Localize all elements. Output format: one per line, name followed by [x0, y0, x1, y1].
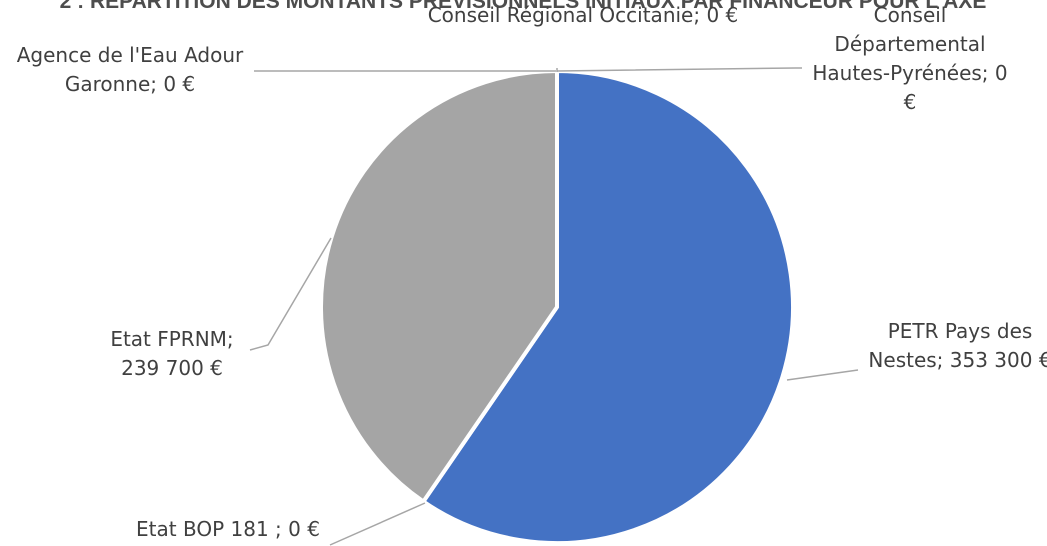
data-label-etat-fprnm: Etat FPRNM;	[110, 327, 233, 351]
leader-line-conseil-departemental-hautes-pyrenees	[557, 68, 802, 71]
data-label-conseil-regional-occitanie: Conseil Régional Occitanie; 0 €	[428, 3, 739, 27]
leader-line-etat-bop-181	[330, 503, 425, 545]
data-label-petr-pays-des-nestes: Nestes; 353 300 €	[868, 348, 1047, 372]
data-label-etat-fprnm: 239 700 €	[121, 356, 223, 380]
pie-slices	[321, 71, 793, 543]
data-label-conseil-departemental-hautes-pyrenees: Hautes-Pyrénées; 0	[812, 61, 1007, 85]
data-label-agence-de-l-eau-adour-garonne: Garonne; 0 €	[65, 72, 195, 96]
data-label-conseil-departemental-hautes-pyrenees: €	[904, 90, 917, 114]
data-label-etat-bop-181: Etat BOP 181 ; 0 €	[136, 517, 320, 541]
data-label-conseil-departemental-hautes-pyrenees: Départemental	[834, 32, 985, 56]
leader-line-etat-fprnm	[250, 238, 331, 350]
leader-line-petr-pays-des-nestes	[787, 370, 858, 380]
data-label-petr-pays-des-nestes: PETR Pays des	[888, 319, 1033, 343]
data-label-agence-de-l-eau-adour-garonne: Agence de l'Eau Adour	[17, 43, 244, 67]
data-label-conseil-departemental-hautes-pyrenees: Conseil	[874, 3, 947, 27]
